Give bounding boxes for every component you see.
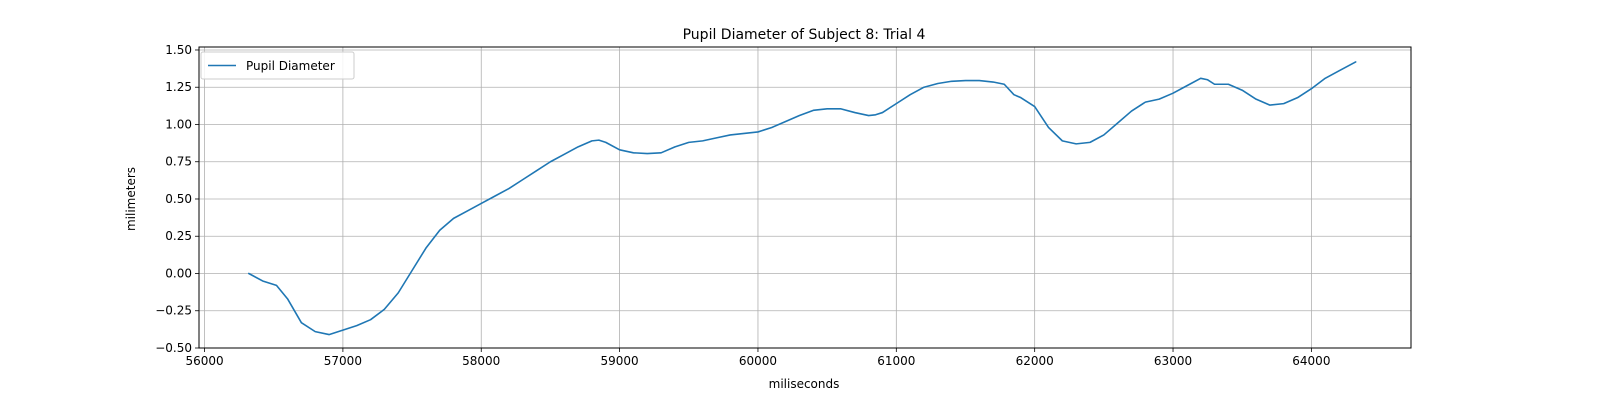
x-tick-label: 60000 bbox=[739, 354, 777, 368]
x-axis-ticks: 56000 57000 58000 59000 60000 61000 62000 63000… bbox=[185, 348, 1330, 368]
y-tick-label: −0.50 bbox=[155, 341, 192, 355]
y-tick-label: 1.00 bbox=[165, 117, 192, 131]
y-tick-label: 0.50 bbox=[165, 192, 192, 206]
x-tick-label: 63000 bbox=[1154, 354, 1192, 368]
y-tick-label: 0.00 bbox=[165, 266, 192, 280]
x-axis-label: miliseconds bbox=[769, 377, 840, 391]
y-tick-label: −0.25 bbox=[155, 304, 192, 318]
y-axis-ticks: −0.50 −0.25 0.00 0.25 0.50 0.75 1.00 1.25 1.50 bbox=[155, 43, 199, 355]
y-tick-label: 1.25 bbox=[165, 80, 192, 94]
x-tick-label: 56000 bbox=[185, 354, 223, 368]
x-tick-label: 64000 bbox=[1292, 354, 1330, 368]
plot-frame bbox=[198, 46, 1412, 349]
legend-box bbox=[200, 51, 355, 80]
y-axis-label: milimeters bbox=[124, 167, 138, 231]
legend-label: Pupil Diameter bbox=[246, 59, 335, 73]
chart-title: Pupil Diameter of Subject 8: Trial 4 bbox=[683, 27, 926, 43]
series-lines bbox=[248, 61, 1357, 336]
legend: Pupil Diameter bbox=[200, 51, 355, 80]
grid-lines bbox=[199, 47, 1411, 349]
x-tick-label: 58000 bbox=[462, 354, 500, 368]
y-tick-label: 0.75 bbox=[165, 155, 192, 169]
y-tick-label: 1.50 bbox=[165, 43, 192, 57]
x-tick-label: 59000 bbox=[601, 354, 639, 368]
y-tick-label: 0.25 bbox=[165, 229, 192, 243]
x-tick-label: 57000 bbox=[324, 354, 362, 368]
x-tick-label: 61000 bbox=[877, 354, 915, 368]
series-line-pupil-diameter bbox=[248, 61, 1357, 336]
x-tick-label: 62000 bbox=[1016, 354, 1054, 368]
